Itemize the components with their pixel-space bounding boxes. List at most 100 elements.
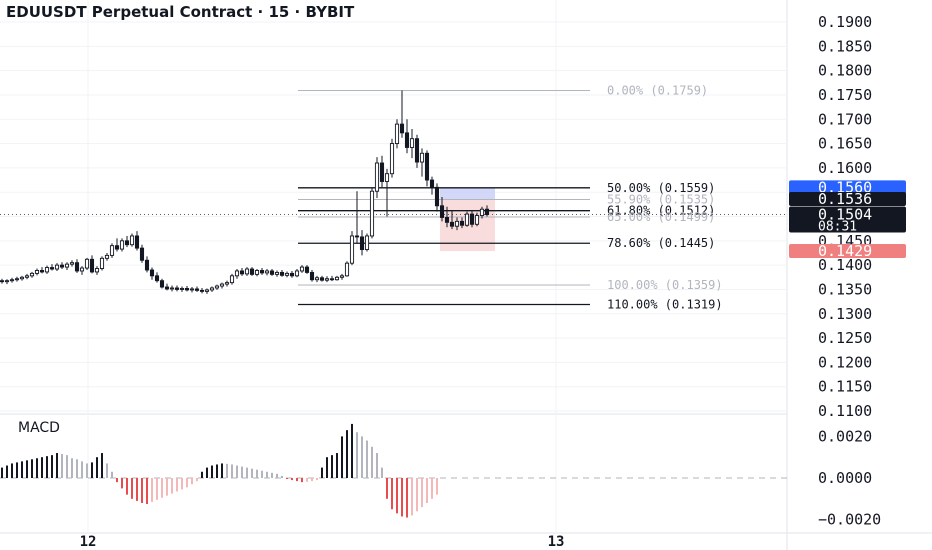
y-tick-label: 0.1850: [818, 37, 872, 55]
price-tag: 0.1536: [818, 190, 872, 208]
candle-body: [379, 162, 385, 182]
y-tick-label: 0.1900: [818, 13, 872, 31]
fib-level-label: 55.90% (0.1535): [607, 192, 715, 206]
fib-level-label: 0.00% (0.1759): [607, 84, 708, 98]
candle-body: [214, 285, 220, 289]
candle-body: [454, 220, 460, 227]
candle-body: [49, 267, 55, 270]
candle-body: [304, 266, 310, 273]
candle-body: [234, 270, 240, 277]
candle-body: [4, 280, 10, 283]
price-tag-background: [789, 244, 906, 259]
candle-body: [0, 280, 5, 283]
candle-body: [219, 283, 225, 287]
candle-body: [129, 235, 135, 246]
candle-body: [169, 287, 175, 290]
candle-body: [364, 235, 370, 251]
candle-body: [204, 289, 210, 292]
candle-body: [224, 282, 230, 285]
candle-body: [339, 275, 345, 278]
y-tick-label: 0.1650: [818, 135, 872, 153]
candle-body: [469, 213, 475, 225]
candle-body: [389, 143, 395, 175]
candle-body: [229, 275, 235, 284]
candle-body: [309, 271, 315, 281]
candle-body: [9, 279, 15, 282]
candle-body: [209, 287, 215, 291]
price-tag: 0.1429: [818, 242, 872, 260]
candle-body: [239, 270, 245, 275]
y-tick-label: 0.1400: [818, 256, 872, 274]
candle-body: [254, 270, 260, 275]
y-tick-label: 0.1250: [818, 329, 872, 347]
candle-body: [404, 132, 410, 148]
y-tick-label: 0.1700: [818, 110, 872, 128]
candle-body: [124, 240, 130, 246]
candle-body: [289, 272, 295, 277]
candle-body: [314, 277, 320, 281]
candle-body: [164, 286, 170, 290]
y-tick-label: 0.1800: [818, 62, 872, 80]
y-tick-label: 0.1600: [818, 159, 872, 177]
current-price-tag-background: [789, 206, 906, 233]
fib-level-label: 110.00% (0.1319): [607, 298, 723, 312]
candle-body: [199, 289, 205, 292]
candle-body: [414, 138, 420, 163]
candle-body: [244, 268, 250, 275]
macd-y-tick-label: 0.0020: [818, 427, 872, 445]
candle-body: [359, 236, 365, 251]
price-tag-background: [789, 180, 906, 195]
candle-body: [279, 271, 285, 276]
candle-body: [184, 288, 190, 291]
candle-body: [189, 288, 195, 291]
candle-body: [79, 267, 85, 272]
price-tag: 0.1560: [818, 178, 872, 196]
price-tag-background: [789, 191, 906, 206]
candle-body: [349, 235, 355, 264]
candle-body: [274, 271, 280, 275]
candle-body: [104, 254, 110, 259]
candle-body: [139, 247, 145, 261]
countdown-label: 08:31: [818, 220, 857, 235]
fib-level-label: 65.00% (0.1499): [607, 210, 715, 224]
fib-level-label: 100.00% (0.1359): [607, 278, 723, 292]
candle-body: [369, 190, 375, 237]
position-profit-zone[interactable]: [440, 187, 495, 200]
candle-body: [259, 270, 265, 274]
candle-body: [24, 275, 30, 278]
candle-body: [319, 277, 325, 281]
candle-body: [284, 272, 290, 276]
y-tick-label: 0.1350: [818, 280, 872, 298]
candle-body: [354, 235, 360, 238]
candle-body: [269, 270, 275, 275]
candle-body: [44, 267, 50, 273]
candle-body: [384, 173, 390, 182]
current-price-tag: 0.1504: [818, 206, 872, 224]
candle-body: [74, 262, 80, 272]
candle-body: [444, 217, 450, 223]
candle-body: [194, 288, 200, 291]
fib-level-label: 78.60% (0.1445): [607, 236, 715, 250]
candle-body: [89, 258, 95, 273]
y-tick-label: 0.1100: [818, 402, 872, 420]
candle-body: [114, 245, 120, 250]
candle-body: [474, 215, 480, 225]
candle-body: [459, 220, 465, 226]
y-tick-label: 0.1200: [818, 353, 872, 371]
candle-body: [144, 259, 150, 271]
y-tick-label: 0.1150: [818, 378, 872, 396]
candle-body: [484, 208, 490, 216]
candle-body: [449, 221, 455, 227]
candle-body: [434, 186, 440, 207]
macd-pane-label: MACD: [18, 420, 60, 436]
fib-level-label: 50.00% (0.1559): [607, 181, 715, 195]
x-tick-label: 12: [80, 534, 97, 550]
chart-title: EDUUSDT Perpetual Contract · 15 · BYBIT: [6, 3, 355, 21]
candle-body: [334, 276, 340, 281]
candle-body: [294, 270, 300, 277]
candle-body: [29, 272, 35, 277]
candle-body: [374, 162, 380, 192]
candle-body: [424, 152, 430, 181]
macd-y-tick-label: 0.0000: [818, 469, 872, 487]
